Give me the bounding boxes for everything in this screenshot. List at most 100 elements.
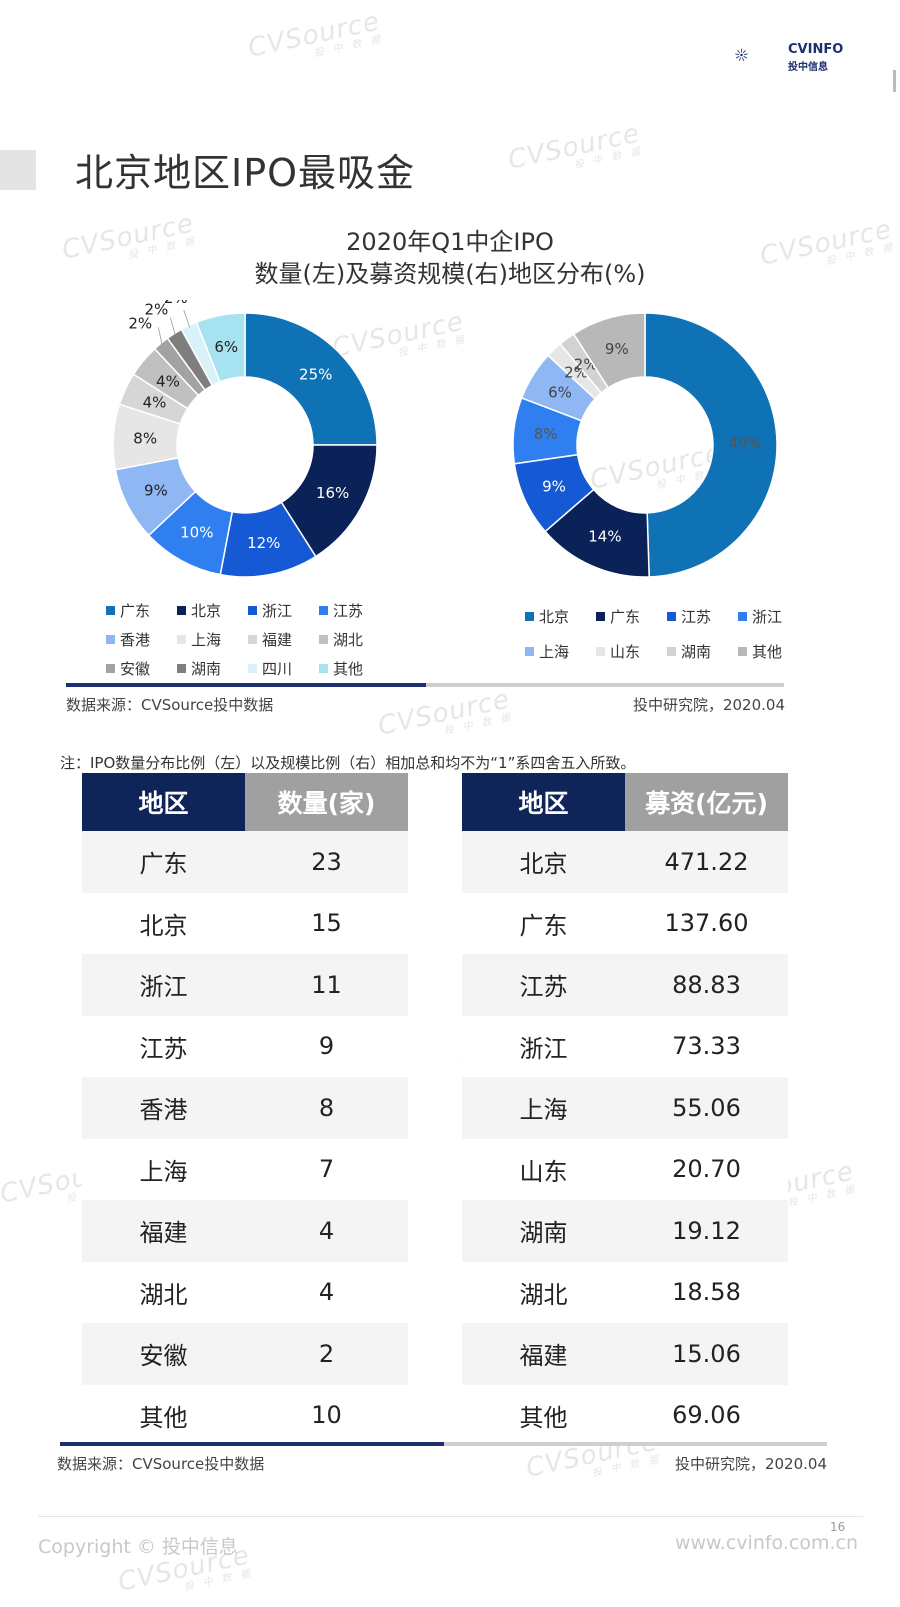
slice-label: 4% (143, 393, 167, 411)
legend-label: 福建 (262, 631, 293, 649)
region-cell: 江苏 (82, 1015, 245, 1077)
legend-item: 香港 (106, 629, 150, 650)
table-row: 福建 4 (82, 1200, 408, 1262)
chart-title-line2: 数量(左)及募资规模(右)地区分布(%) (254, 260, 646, 288)
region-cell: 广东 (82, 831, 245, 893)
region-cell: 浙江 (82, 954, 245, 1016)
region-cell: 浙江 (462, 1015, 625, 1077)
value-cell: 4 (245, 1200, 408, 1262)
value-cell: 11 (245, 954, 408, 1016)
slice-label: 9% (144, 481, 168, 499)
value-cell: 73.33 (625, 1015, 788, 1077)
label-leader-line (157, 327, 163, 345)
region-cell: 北京 (82, 892, 245, 954)
legend-item: 广东 (596, 606, 640, 627)
legend-swatch (319, 664, 328, 673)
legend-item: 山东 (596, 641, 640, 662)
region-cell: 香港 (82, 1077, 245, 1139)
legend-label: 香港 (120, 631, 151, 649)
table-row: 福建 15.06 (462, 1323, 788, 1385)
slice-label: 12% (247, 534, 280, 552)
website-link[interactable]: www.cvinfo.com.cn (674, 1532, 858, 1554)
legend-item: 上海 (177, 629, 221, 650)
value-cell: 15 (245, 892, 408, 954)
note-text: 注：IPO数量分布比例（左）以及规模比例（右）相加总和均不为“1”系四舍五入所致… (60, 754, 636, 772)
slice-label: 2% (128, 314, 152, 332)
logo-subtext: 投中信息 (788, 62, 828, 73)
data-source: 数据来源：CVSource投中数据 (66, 696, 274, 714)
slice-label: 6% (548, 383, 572, 401)
legend-swatch (667, 647, 676, 656)
table-row: 广东 137.60 (462, 892, 788, 954)
slice-label: 6% (214, 338, 238, 356)
page-number: 16 (830, 1520, 846, 1534)
legend-swatch (248, 606, 257, 615)
legend-label: 湖北 (333, 631, 364, 649)
table-row: 湖北 18.58 (462, 1261, 788, 1323)
slice-label: 14% (588, 528, 621, 546)
value-cell: 69.06 (625, 1384, 788, 1446)
legend-swatch (738, 612, 747, 621)
divider-dark (66, 683, 426, 687)
table-row: 广东 23 (82, 831, 408, 893)
region-cell: 广东 (462, 892, 625, 954)
value-cell: 4 (245, 1261, 408, 1323)
edge-marker (893, 70, 896, 92)
legend-item: 福建 (248, 629, 292, 650)
value-cell: 2 (245, 1323, 408, 1385)
legend-label: 广东 (120, 602, 151, 620)
region-cell: 山东 (462, 1138, 625, 1200)
column-header: 地区 (82, 773, 245, 831)
label-leader-line (169, 317, 176, 336)
legend-label: 四川 (262, 660, 293, 678)
legend-label: 广东 (610, 608, 641, 626)
legend-item: 广东 (106, 600, 150, 621)
legend-swatch (596, 647, 605, 656)
legend-item: 安徽 (106, 658, 150, 679)
legend-item: 湖南 (177, 658, 221, 679)
legend-label: 江苏 (333, 602, 364, 620)
slice-label: 16% (316, 484, 349, 502)
legend-item: 北京 (525, 606, 569, 627)
value-cell: 15.06 (625, 1323, 788, 1385)
legend-label: 上海 (539, 643, 570, 661)
legend-swatch (525, 612, 534, 621)
value-cell: 55.06 (625, 1077, 788, 1139)
value-cell: 471.22 (625, 831, 788, 893)
table-row: 北京 471.22 (462, 831, 788, 893)
legend-swatch (319, 635, 328, 644)
label-leader-line (183, 309, 191, 328)
legend-label: 浙江 (752, 608, 783, 626)
value-cell: 8 (245, 1077, 408, 1139)
table-row: 其他 69.06 (462, 1384, 788, 1446)
legend-item: 浙江 (738, 606, 782, 627)
slice-label: 25% (299, 365, 332, 383)
region-cell: 湖北 (462, 1261, 625, 1323)
legend-label: 上海 (191, 631, 222, 649)
legend-label: 湖南 (681, 643, 712, 661)
table-row: 上海 55.06 (462, 1077, 788, 1139)
legend-swatch (319, 606, 328, 615)
slice-label: 2% (164, 300, 188, 307)
region-cell: 安徽 (82, 1323, 245, 1385)
legend-swatch (738, 647, 747, 656)
value-cell: 137.60 (625, 892, 788, 954)
table-row: 江苏 9 (82, 1015, 408, 1077)
legend-swatch (177, 606, 186, 615)
value-cell: 23 (245, 831, 408, 893)
slice-label: 9% (605, 340, 629, 358)
cvinfo-logo (735, 48, 748, 62)
right-chart-legend: 北京 广东 江苏 浙江 上海 山东 湖南 其他 (525, 606, 825, 666)
divider-dark (60, 1442, 444, 1446)
ipo-funding-table: 地区 募资(亿元) 北京 471.22 广东 137.60 江苏 88.83 浙江 73.33… (462, 773, 788, 1446)
title-accent (0, 150, 36, 190)
table-row: 湖北 4 (82, 1261, 408, 1323)
slice-label: 2% (144, 301, 168, 319)
chart-title-line1: 2020年Q1中企IPO (346, 228, 554, 256)
slice-label: 8% (534, 425, 558, 443)
column-header: 募资(亿元) (625, 773, 788, 831)
footer-divider (38, 1516, 863, 1517)
donut-slice-北京 (644, 312, 778, 578)
